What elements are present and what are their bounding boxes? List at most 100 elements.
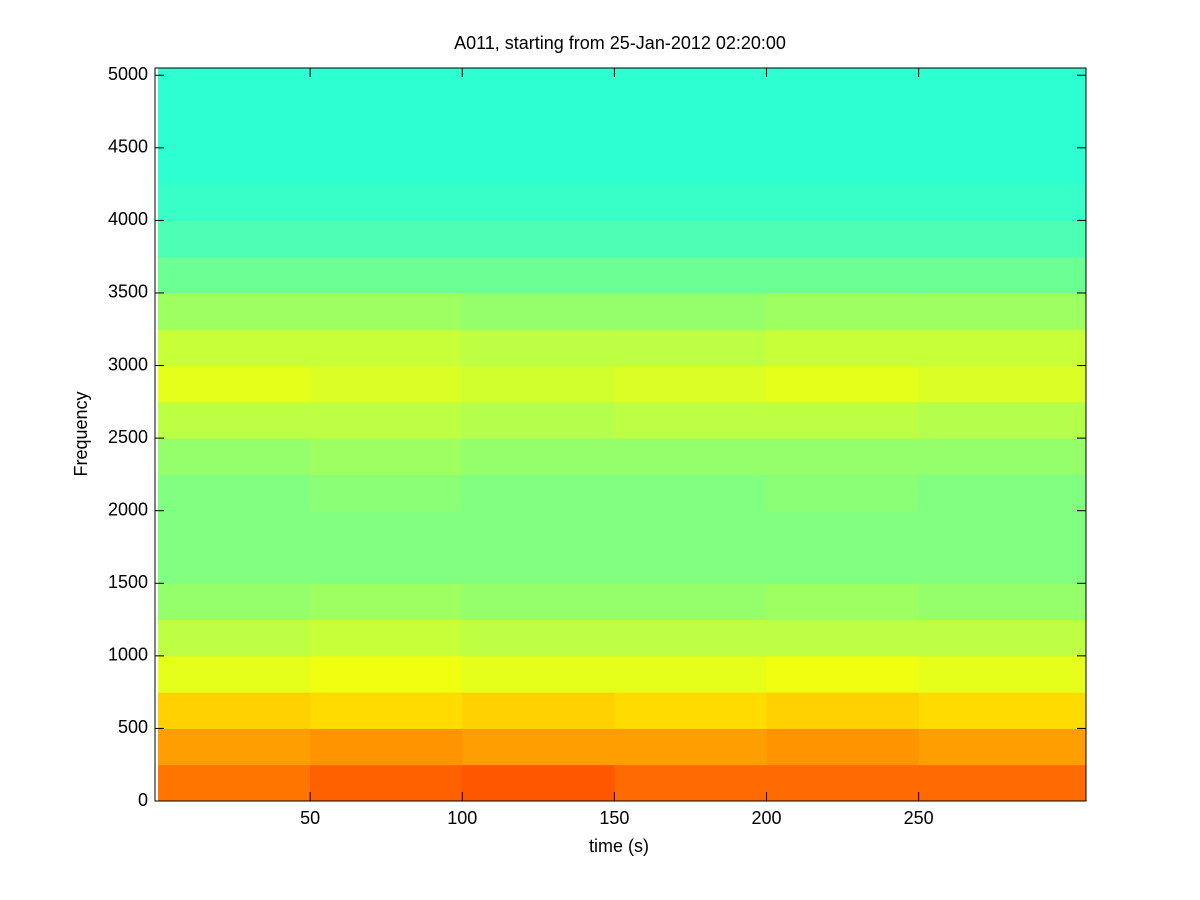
cell: [614, 728, 768, 766]
cell: [462, 474, 615, 512]
cell: [614, 329, 768, 367]
cell: [614, 68, 768, 113]
cell: [766, 184, 920, 221]
cell: [158, 546, 311, 584]
cell: [310, 329, 463, 367]
cell: [158, 692, 311, 729]
cell: [158, 583, 311, 621]
cell: [310, 401, 463, 439]
cell: [918, 365, 1087, 403]
x-tick-label: 200: [752, 808, 782, 828]
cell: [310, 438, 463, 475]
cell: [614, 111, 768, 149]
y-tick-label: 4500: [108, 137, 148, 157]
cell: [918, 546, 1087, 584]
cell: [766, 220, 920, 258]
y-tick-label: 1000: [108, 645, 148, 665]
cell: [462, 583, 615, 621]
cell: [310, 147, 463, 185]
cell: [462, 147, 615, 185]
cell: [310, 692, 463, 729]
cell: [158, 474, 311, 512]
cell: [918, 329, 1087, 367]
cell: [766, 764, 920, 802]
cell: [462, 68, 615, 113]
cell: [918, 438, 1087, 475]
cell: [614, 292, 768, 330]
cell: [614, 510, 768, 548]
cell: [766, 329, 920, 367]
cell: [310, 546, 463, 584]
cell: [918, 184, 1087, 221]
cell: [462, 546, 615, 584]
y-tick-label: 1500: [108, 572, 148, 592]
cell: [462, 510, 615, 548]
cell: [614, 256, 768, 294]
cell: [766, 655, 920, 693]
cell: [158, 68, 311, 113]
cell: [158, 220, 311, 258]
x-tick-label: 100: [447, 808, 477, 828]
cell: [462, 728, 615, 766]
cell: [766, 147, 920, 185]
cell: [918, 728, 1087, 766]
cell: [614, 655, 768, 693]
cell: [158, 655, 311, 693]
cell: [310, 365, 463, 403]
cell: [766, 68, 920, 113]
cell: [462, 111, 615, 149]
x-tick-label: 150: [599, 808, 629, 828]
cell: [766, 583, 920, 621]
cell: [158, 438, 311, 475]
cell: [462, 619, 615, 657]
cell: [614, 220, 768, 258]
y-tick-label: 5000: [108, 64, 148, 84]
cell: [310, 474, 463, 512]
cell: [918, 655, 1087, 693]
cell: [918, 401, 1087, 439]
cell: [614, 764, 768, 802]
cell: [462, 256, 615, 294]
y-axis-label: Frequency: [71, 391, 91, 476]
cell: [462, 184, 615, 221]
cell: [614, 401, 768, 439]
cell: [918, 474, 1087, 512]
x-tick-label: 50: [300, 808, 320, 828]
y-tick-label: 4000: [108, 209, 148, 229]
cell: [462, 292, 615, 330]
cell: [614, 438, 768, 475]
cell: [766, 546, 920, 584]
cell: [310, 655, 463, 693]
cell: [766, 510, 920, 548]
y-tick-label: 3000: [108, 354, 148, 374]
cell: [614, 365, 768, 403]
spectrogram-image: [158, 68, 1087, 802]
cell: [766, 256, 920, 294]
cell: [614, 546, 768, 584]
cell: [310, 256, 463, 294]
cell: [614, 583, 768, 621]
cell: [462, 655, 615, 693]
cell: [614, 692, 768, 729]
cell: [310, 220, 463, 258]
cell: [310, 728, 463, 766]
cell: [918, 510, 1087, 548]
cell: [310, 583, 463, 621]
cell: [462, 692, 615, 729]
cell: [918, 292, 1087, 330]
cell: [310, 510, 463, 548]
cell: [918, 764, 1087, 802]
cell: [310, 68, 463, 113]
cell: [310, 764, 463, 802]
cell: [918, 68, 1087, 113]
y-tick-label: 2000: [108, 499, 148, 519]
cell: [614, 619, 768, 657]
cell: [614, 474, 768, 512]
cell: [766, 401, 920, 439]
cell: [310, 292, 463, 330]
cell: [766, 438, 920, 475]
cell: [766, 365, 920, 403]
cell: [766, 692, 920, 729]
cell: [766, 474, 920, 512]
cell: [462, 329, 615, 367]
